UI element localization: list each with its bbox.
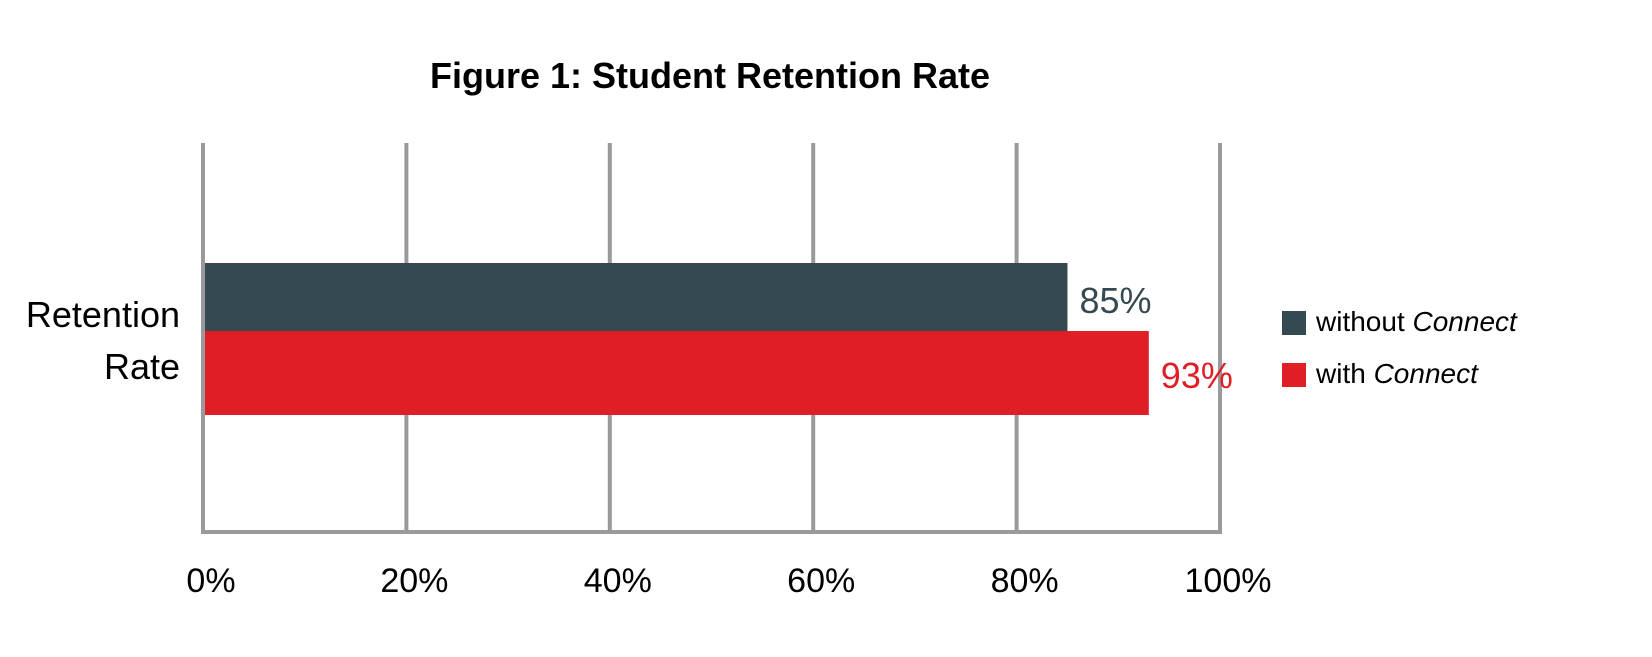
legend-label-prefix: without bbox=[1315, 306, 1413, 337]
legend-label-prefix: with bbox=[1315, 358, 1374, 389]
data-label: 93% bbox=[1161, 355, 1233, 396]
x-tick-label: 0% bbox=[186, 562, 235, 600]
data-labels: 85%93% bbox=[1079, 280, 1232, 396]
x-tick-label: 20% bbox=[380, 562, 448, 600]
legend-swatch bbox=[1282, 311, 1306, 335]
x-tick-label: 40% bbox=[584, 562, 652, 600]
legend-label-emphasis: Connect bbox=[1374, 358, 1480, 389]
legend-label: without Connect bbox=[1315, 306, 1518, 337]
bars bbox=[205, 263, 1149, 415]
bar bbox=[205, 331, 1149, 415]
category-label-line: Retention bbox=[26, 294, 180, 335]
legend-swatch bbox=[1282, 363, 1306, 387]
chart-title: Figure 1: Student Retention Rate bbox=[430, 55, 990, 96]
legend-label-emphasis: Connect bbox=[1413, 306, 1519, 337]
legend-label: with Connect bbox=[1315, 358, 1479, 389]
data-label: 85% bbox=[1079, 280, 1151, 321]
x-tick-label: 60% bbox=[787, 562, 855, 600]
category-label: Retention Rate bbox=[26, 294, 180, 387]
x-tick-label: 100% bbox=[1185, 562, 1272, 600]
y-axis-category-labels: Retention Rate bbox=[26, 294, 180, 387]
bar bbox=[205, 263, 1068, 331]
category-label-line: Rate bbox=[104, 346, 180, 387]
x-tick-label: 80% bbox=[991, 562, 1059, 600]
x-axis: 0% 20% 40% 60% 80% 100% bbox=[186, 530, 1272, 600]
